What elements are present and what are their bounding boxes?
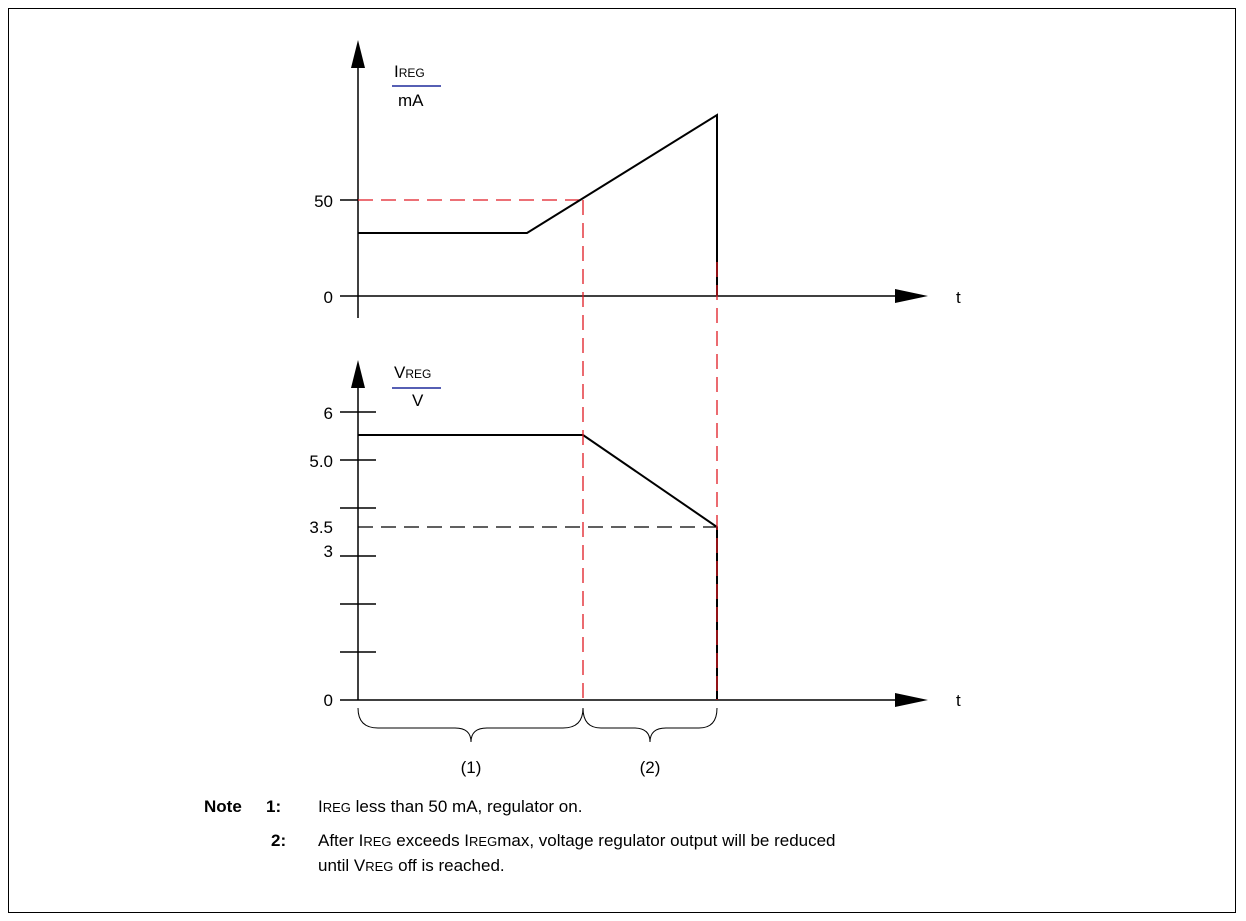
vreg-x-axis-arrow (895, 693, 928, 707)
ireg-x-label: t (956, 288, 961, 307)
notes-heading: Note (204, 797, 242, 816)
ireg-x-axis-arrow (895, 289, 928, 303)
vreg-tick-label-6: 6 (324, 404, 333, 423)
vreg-tick-label-3-5: 3.5 (309, 518, 333, 537)
vreg-tick-label-5: 5.0 (309, 452, 333, 471)
figure-frame (8, 8, 1236, 913)
note-1-text: IREG less than 50 mA, regulator on. (318, 797, 582, 816)
ireg-y-unit: mA (398, 91, 424, 110)
region-1-brace (357, 707, 584, 743)
region-2-brace (582, 707, 718, 743)
vreg-y-label: VREG (394, 363, 431, 382)
ireg-y-label: IREG (394, 62, 425, 81)
vreg-tick-label-3: 3 (324, 542, 333, 561)
ireg-chart: t IREG mA 50 0 (314, 40, 961, 318)
vreg-chart: t VREG V 6 5.0 3.5 3 0 (309, 360, 961, 710)
note-1-number: 1: (266, 797, 281, 816)
notes: Note 1: IREG less than 50 mA, regulator … (204, 797, 836, 875)
vreg-tick-label-0: 0 (324, 691, 333, 710)
ireg-tick-label-50: 50 (314, 192, 333, 211)
note-2-number: 2: (271, 831, 286, 850)
vreg-y-axis-arrow (351, 360, 365, 388)
vreg-x-label: t (956, 691, 961, 710)
region-2-label: (2) (640, 758, 661, 777)
vreg-y-unit: V (412, 391, 424, 410)
ireg-curve (358, 113, 718, 296)
note-2-text-line2: until VREG off is reached. (318, 856, 505, 875)
ireg-tick-label-0: 0 (324, 288, 333, 307)
region-1-label: (1) (461, 758, 482, 777)
ireg-y-axis-arrow (351, 40, 365, 68)
vreg-curve (358, 434, 718, 700)
note-2-text-line1: After IREG exceeds IREGmax, voltage regu… (318, 831, 836, 850)
